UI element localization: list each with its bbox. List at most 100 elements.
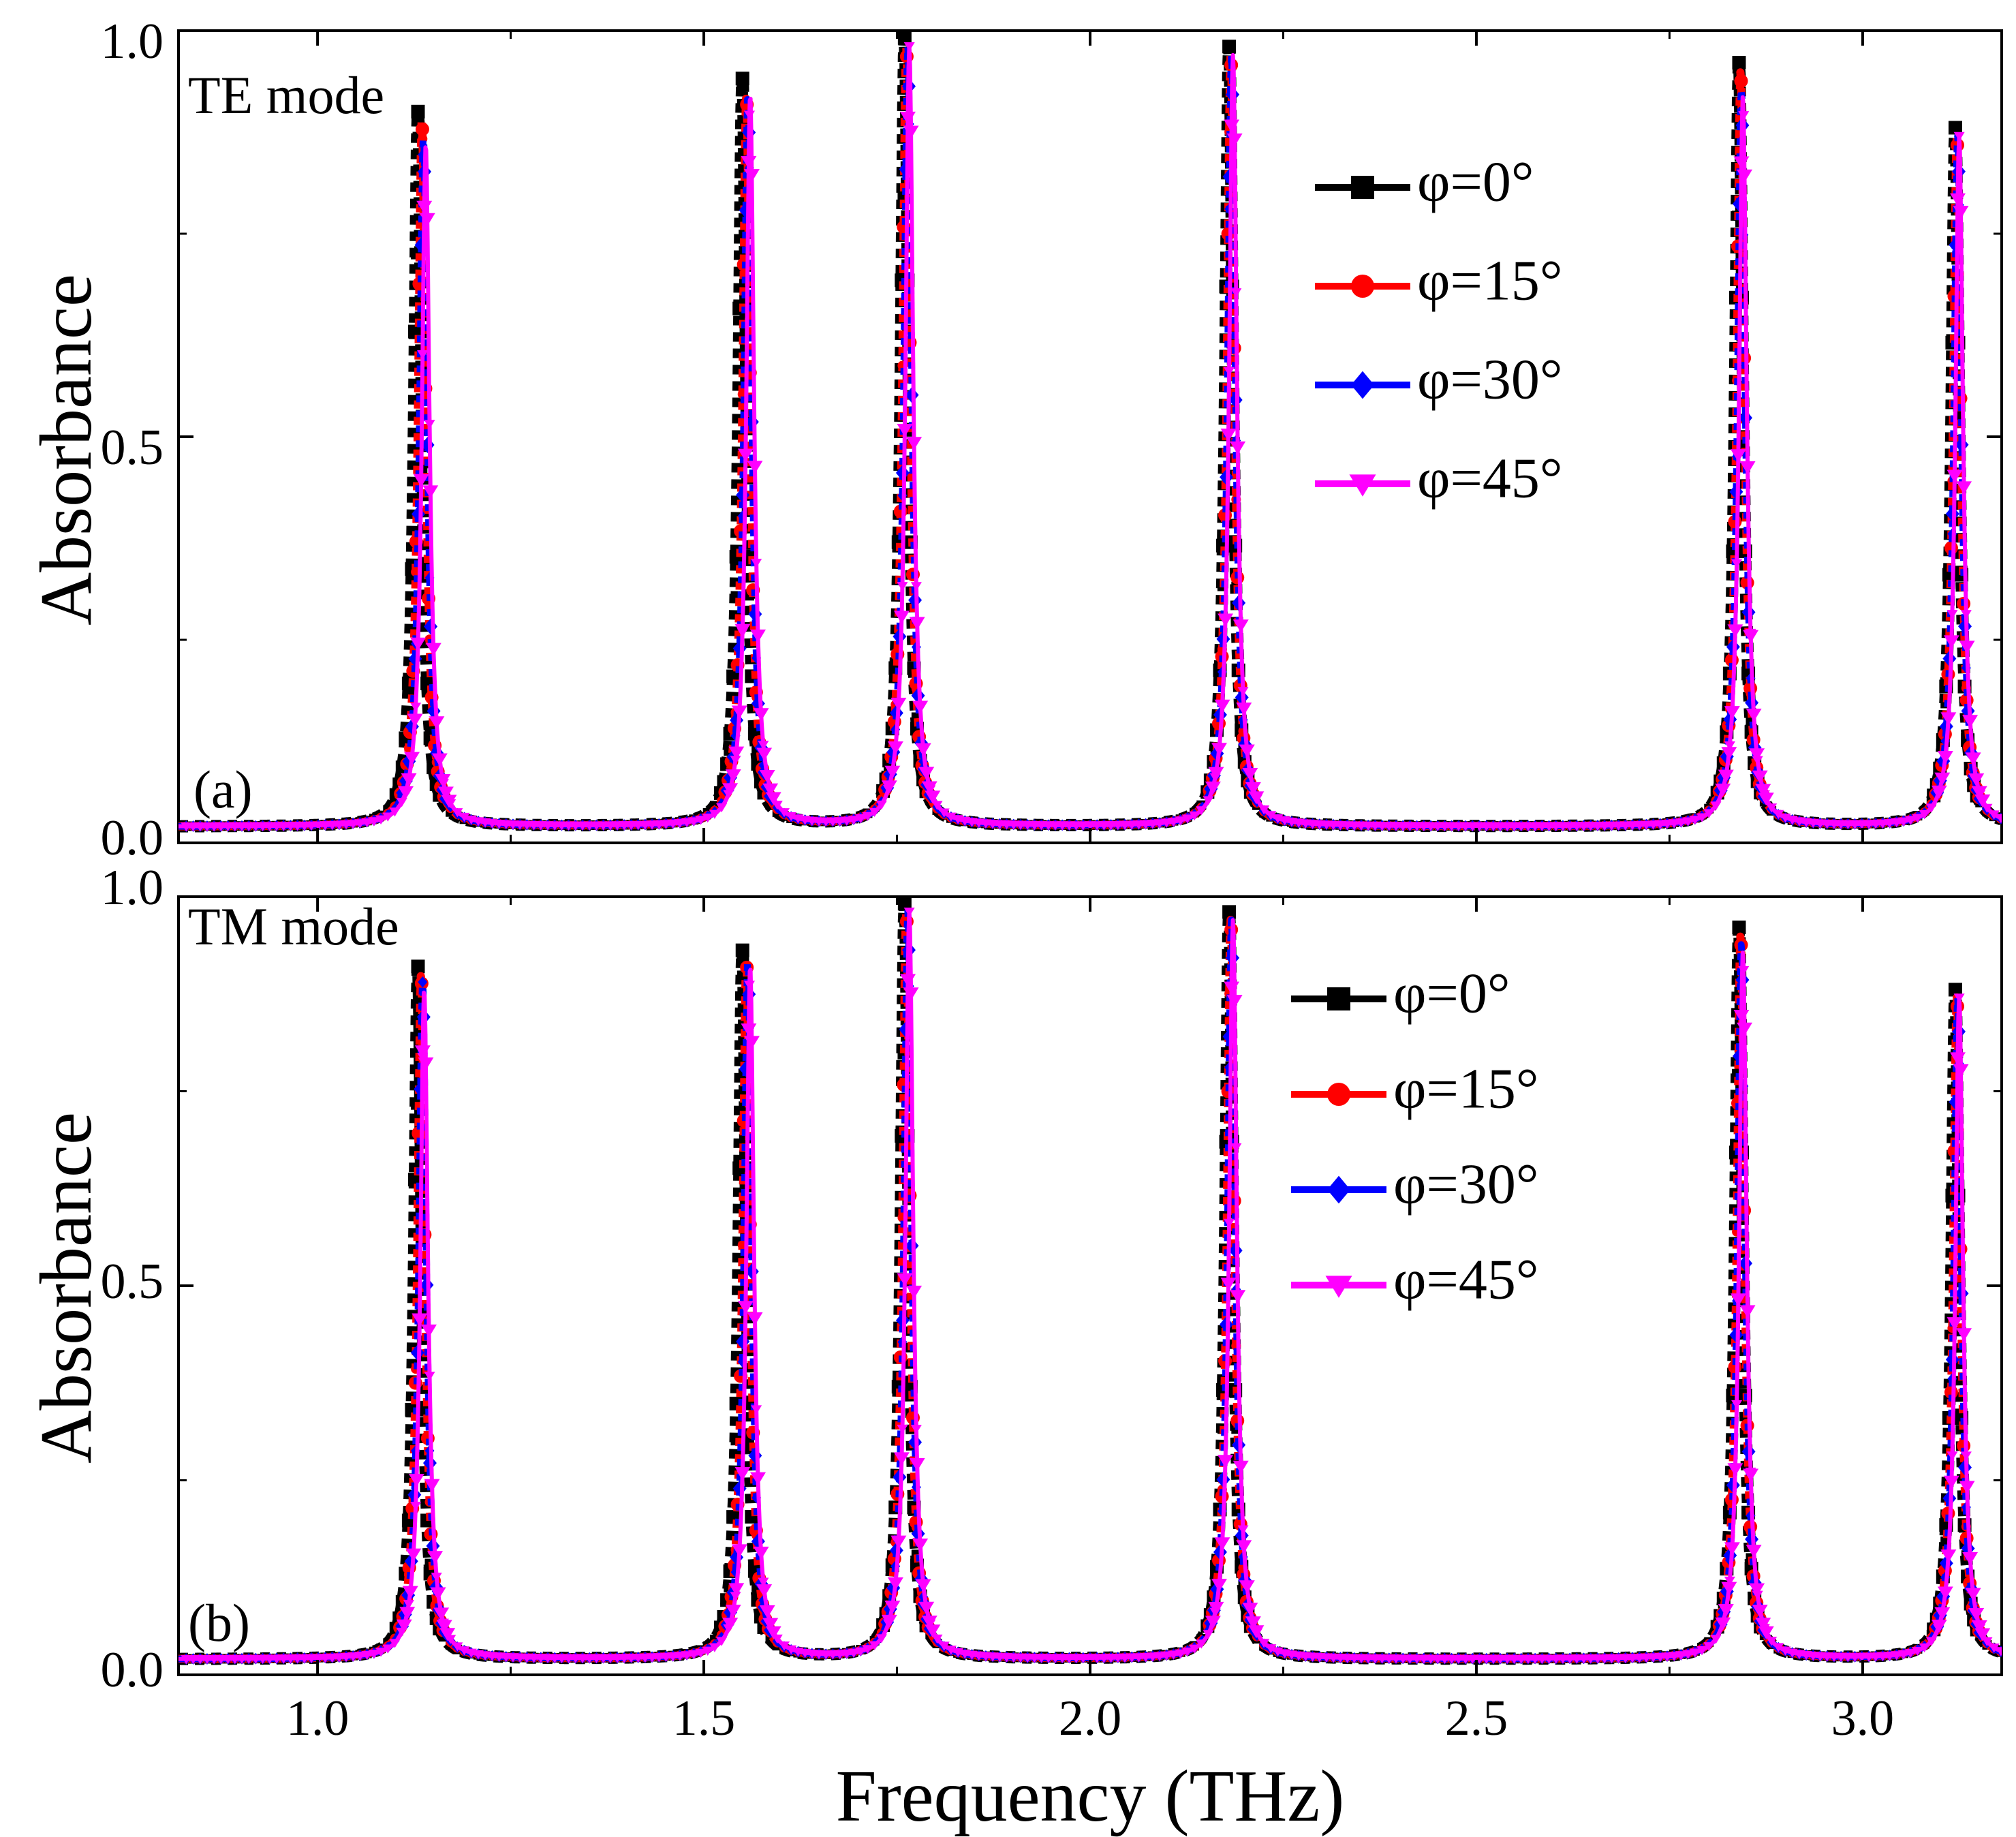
series-3-baseline-marker <box>1203 796 1214 805</box>
series-3-baseline-marker <box>931 801 943 810</box>
series-3-peak-5-marker <box>1956 1328 1972 1342</box>
series-3-baseline-marker <box>584 821 595 831</box>
series-3-baseline-marker <box>1390 1654 1402 1664</box>
series-3-baseline-marker <box>1189 811 1200 821</box>
series-3-peak-4-marker <box>1746 709 1762 722</box>
series-3-baseline-marker <box>688 817 700 827</box>
series-3-baseline-marker <box>1947 610 1958 619</box>
series-3-baseline-marker <box>1460 1654 1472 1664</box>
series-3-baseline-marker <box>1091 1654 1103 1663</box>
series-3-baseline-marker <box>250 822 262 831</box>
series-3-baseline-marker <box>1773 809 1784 820</box>
series-3-baseline-marker <box>535 1654 546 1663</box>
series-markers-3 <box>181 908 2002 1665</box>
series-3-baseline-marker <box>1870 820 1882 829</box>
series-3-baseline-marker <box>758 741 769 750</box>
series-3-baseline-marker <box>1919 1643 1930 1653</box>
series-3-baseline-marker <box>1014 820 1026 830</box>
series-3-baseline-marker <box>910 1425 922 1434</box>
series-0-baseline-marker <box>737 945 747 955</box>
series-3-baseline-marker <box>1404 1654 1416 1664</box>
series-3-baseline-marker <box>201 1654 213 1665</box>
series-3-baseline-marker <box>1355 1654 1367 1664</box>
panel-b-series-layer <box>179 897 2002 1665</box>
series-3-baseline-marker <box>1376 1654 1388 1664</box>
series-3-peak-4-marker <box>1727 624 1743 638</box>
series-3-baseline-marker <box>751 1405 762 1415</box>
series-3-baseline-marker <box>1147 820 1158 829</box>
series-3-baseline-marker <box>1606 1654 1617 1664</box>
series-3-baseline-marker <box>1036 821 1047 831</box>
series-3-baseline-marker <box>730 756 741 765</box>
series-3-peak-4-marker <box>1758 792 1774 806</box>
panel-b-ytick-0: 0.0 <box>101 1642 164 1698</box>
series-3-baseline-marker <box>452 1642 463 1652</box>
series-3-baseline-marker <box>709 809 720 819</box>
series-3-peak-0-marker <box>404 752 420 765</box>
series-3-baseline-marker <box>925 1619 936 1629</box>
series-3-peak-1-marker <box>743 169 760 183</box>
panel-a: 0.0 0.5 1.0 Absorbance TE mode (a) φ=0°φ… <box>26 14 2003 866</box>
series-3-baseline-marker <box>264 822 275 831</box>
series-3-baseline-marker <box>1411 1654 1423 1664</box>
legend-label-1: φ=15° <box>1393 1057 1538 1120</box>
series-3-peak-2-marker <box>893 1452 910 1466</box>
series-3-baseline-marker <box>570 821 581 831</box>
series-3-baseline-marker <box>1703 809 1715 818</box>
series-3-baseline-marker <box>1856 1652 1867 1662</box>
series-3-baseline-marker <box>1724 1576 1735 1586</box>
series-3-baseline-marker <box>632 1653 644 1663</box>
series-3-peak-3-marker <box>1245 782 1261 795</box>
series-3-baseline-marker <box>827 817 839 827</box>
series-3-baseline-marker <box>1654 820 1666 830</box>
series-3-baseline-marker <box>313 1654 324 1663</box>
series-3-baseline-marker <box>1161 818 1173 828</box>
series-3-peak-2-marker <box>893 611 910 624</box>
series-3-baseline-marker <box>1460 822 1472 831</box>
series-3-baseline-marker <box>855 1647 867 1656</box>
series-3-baseline-marker <box>208 1654 220 1665</box>
series-3-baseline-marker <box>598 821 609 831</box>
series-3-baseline-marker <box>1126 820 1138 830</box>
series-3-baseline-marker <box>938 808 950 818</box>
series-3-baseline-marker <box>1057 1654 1068 1663</box>
series-3-baseline-marker <box>1669 1652 1680 1661</box>
series-3-peak-5-marker <box>1953 1064 1969 1077</box>
series-3-baseline-marker <box>918 1579 929 1590</box>
panel-b-xtick-0: 1.0 <box>286 1691 350 1746</box>
series-3-peak-1-marker <box>747 461 763 474</box>
series-3-baseline-marker <box>459 812 470 822</box>
series-3-baseline-marker <box>1897 817 1910 827</box>
series-3-baseline-marker <box>333 820 345 830</box>
series-3-peak-5-marker <box>1968 773 1985 787</box>
series-3-peak-5-marker <box>1943 635 1959 649</box>
series-3-baseline-marker <box>1738 111 1750 121</box>
series-3-baseline-marker <box>320 1654 331 1663</box>
series-3-baseline-marker <box>368 817 379 827</box>
series-3-baseline-marker <box>181 1655 192 1665</box>
series-3-baseline-marker <box>1029 820 1040 831</box>
series-0-peak-0-marker <box>411 104 425 119</box>
series-3-baseline-marker <box>897 1424 908 1434</box>
series-3-baseline-marker <box>1091 821 1103 831</box>
series-3-peak-0-marker <box>436 1620 452 1633</box>
panel-b-ylabel: Absorbance <box>26 1112 107 1464</box>
series-3-baseline-marker <box>445 1635 456 1644</box>
series-3-baseline-marker <box>1480 1654 1492 1664</box>
series-3-baseline-marker <box>1508 1654 1520 1664</box>
series-3-baseline-marker <box>1940 1588 1951 1599</box>
panel-b-panel-label: (b) <box>188 1593 250 1652</box>
series-3-baseline-marker <box>1070 821 1082 831</box>
series-3-baseline-marker <box>1383 822 1395 831</box>
series-3-peak-4-marker <box>1749 748 1765 762</box>
series-3-baseline-marker <box>1689 1648 1701 1658</box>
series-3-peak-4-marker <box>1739 461 1756 474</box>
series-3-peak-1-marker <box>725 1605 741 1618</box>
series-3-baseline-marker <box>549 1654 561 1663</box>
series-3-baseline-marker <box>229 822 241 832</box>
series-3-peak-4-marker <box>1730 449 1746 463</box>
series-3-baseline-marker <box>1585 822 1596 831</box>
series-0-peak-5-marker <box>1948 121 1962 135</box>
series-3-baseline-marker <box>1397 822 1409 831</box>
series-3-baseline-marker <box>758 1577 769 1587</box>
